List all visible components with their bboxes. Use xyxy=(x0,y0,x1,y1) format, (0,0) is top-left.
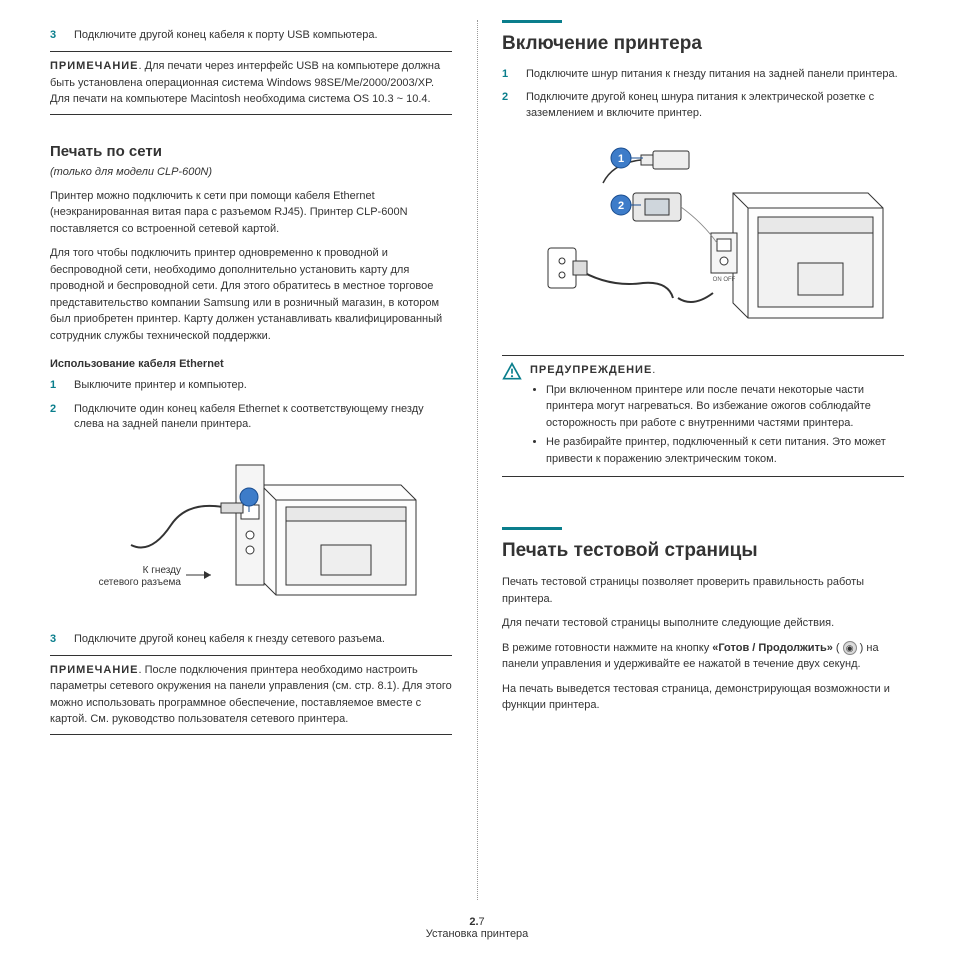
note-label: ПРИМЕЧАНИЕ xyxy=(50,664,139,676)
step-number: 3 xyxy=(50,28,64,43)
heading-power-on: Включение принтера xyxy=(502,33,904,55)
heading-ethernet-cable: Использование кабеля Ethernet xyxy=(50,358,452,370)
power-diagram: ON OFF 1 2 xyxy=(513,133,893,343)
eth-step-1: 1 Выключите принтер и компьютер. xyxy=(50,378,452,393)
step-text: Подключите другой конец кабеля к порту U… xyxy=(74,28,378,43)
pwr-step-1: 1 Подключите шнур питания к гнезду питан… xyxy=(502,67,904,82)
step-number: 3 xyxy=(50,632,64,647)
heading-network-print: Печать по сети xyxy=(50,143,452,160)
column-divider xyxy=(477,20,478,900)
step-text: Подключите шнур питания к гнезду питания… xyxy=(526,67,898,82)
network-para-1: Принтер можно подключить к сети при помо… xyxy=(50,188,452,238)
page-footer: 2.7 Установка принтера xyxy=(0,916,954,940)
rule xyxy=(50,655,452,656)
step-text: Подключите другой конец кабеля к гнезду … xyxy=(74,632,385,647)
note-usb: ПРИМЕЧАНИЕ. Для печати через интерфейс U… xyxy=(50,58,452,108)
right-column: Включение принтера 1 Подключите шнур пит… xyxy=(477,20,924,741)
step-text: Подключите другой конец шнура питания к … xyxy=(526,90,904,121)
warning-item: Не разбирайте принтер, подключенный к се… xyxy=(546,434,904,467)
test-para-1: Печать тестовой страницы позволяет прове… xyxy=(502,574,904,607)
page-number-major: 2. xyxy=(469,916,478,928)
warning-item: При включенном принтере или после печати… xyxy=(546,382,904,432)
note-label: ПРИМЕЧАНИЕ xyxy=(50,60,139,72)
rule xyxy=(50,51,452,52)
button-name-ready: «Готов / Продолжить» xyxy=(712,642,833,654)
diagram-label-l1: К гнезду xyxy=(143,565,181,576)
warning-icon xyxy=(502,362,522,382)
page-number-minor: 7 xyxy=(479,916,485,928)
test-para-4: На печать выведется тестовая страница, д… xyxy=(502,681,904,714)
pwr-step-2: 2 Подключите другой конец шнура питания … xyxy=(502,90,904,121)
warning-list: При включенном принтере или после печати… xyxy=(530,382,904,468)
step-number: 2 xyxy=(502,90,516,121)
footer-title: Установка принтера xyxy=(0,928,954,940)
section-bar xyxy=(502,20,562,23)
test-para-2: Для печати тестовой страницы выполните с… xyxy=(502,615,904,632)
eth-step-3: 3 Подключите другой конец кабеля к гнезд… xyxy=(50,632,452,647)
rule xyxy=(502,355,904,356)
step-text: Выключите принтер и компьютер. xyxy=(74,378,247,393)
section-bar xyxy=(502,527,562,530)
network-para-2: Для того чтобы подключить принтер одновр… xyxy=(50,245,452,344)
model-subtitle: (только для модели CLP-600N) xyxy=(50,166,452,178)
eth-step-2: 2 Подключите один конец кабеля Ethernet … xyxy=(50,402,452,433)
step-text: Подключите один конец кабеля Ethernet к … xyxy=(74,402,452,433)
left-column: 3 Подключите другой конец кабеля к порту… xyxy=(30,20,477,741)
callout-1: 1 xyxy=(618,153,624,165)
rule xyxy=(502,476,904,477)
on-off-label: ON OFF xyxy=(713,277,736,283)
rule xyxy=(50,114,452,115)
usb-step-3: 3 Подключите другой конец кабеля к порту… xyxy=(50,28,452,43)
rule xyxy=(50,734,452,735)
callout-2: 2 xyxy=(618,200,624,212)
warning-label: ПРЕДУПРЕЖДЕНИЕ xyxy=(530,364,652,376)
warning-block: ПРЕДУПРЕЖДЕНИЕ. При включенном принтере … xyxy=(502,362,904,470)
step-number: 2 xyxy=(50,402,64,433)
ready-button-icon: ◉ xyxy=(843,641,857,655)
step-number: 1 xyxy=(502,67,516,82)
test-para-3: В режиме готовности нажмите на кнопку «Г… xyxy=(502,640,904,673)
step-number: 1 xyxy=(50,378,64,393)
ethernet-diagram: К гнезду сетевого разъема xyxy=(71,445,431,620)
heading-test-page: Печать тестовой страницы xyxy=(502,540,904,562)
diagram-label-l2: сетевого разъема xyxy=(99,577,182,588)
note-network-config: ПРИМЕЧАНИЕ. После подключения принтера н… xyxy=(50,662,452,728)
